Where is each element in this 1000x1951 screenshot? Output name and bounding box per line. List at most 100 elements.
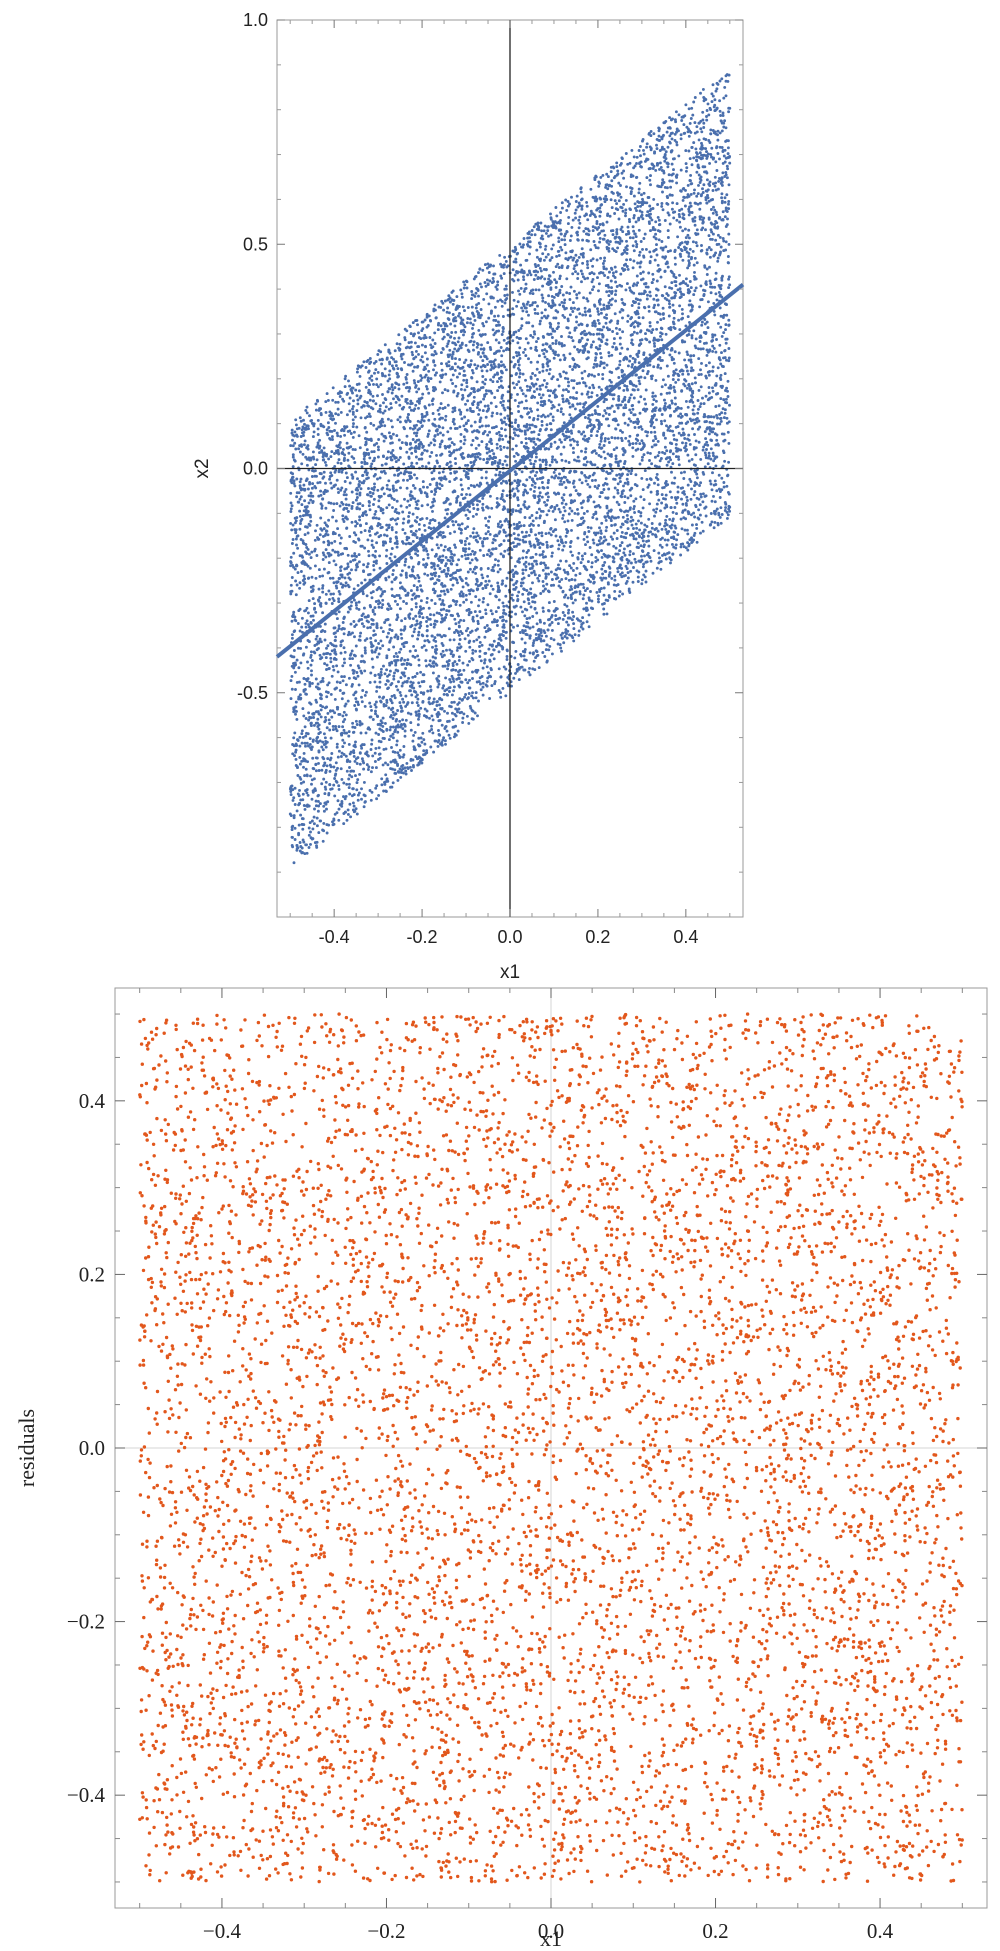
chart1-point: [692, 293, 696, 297]
chart1-point: [571, 425, 575, 429]
chart1-point: [721, 464, 725, 468]
chart1-point: [479, 355, 483, 359]
chart1-point: [591, 257, 595, 261]
chart1-point: [426, 503, 430, 507]
chart1-point: [687, 149, 691, 153]
chart1-point: [406, 416, 410, 419]
chart1-point: [551, 457, 554, 461]
chart1-point: [334, 412, 338, 416]
chart1-point: [522, 524, 526, 528]
chart1-point: [615, 403, 619, 407]
chart1-point: [720, 334, 724, 338]
chart1-point: [529, 587, 533, 591]
chart1-point: [663, 269, 667, 273]
chart1-point: [593, 374, 596, 378]
chart1-point: [401, 697, 405, 701]
chart1-point: [289, 521, 293, 525]
chart1-point: [544, 572, 548, 576]
chart1-point: [610, 190, 614, 194]
chart1-point: [710, 222, 714, 226]
chart1-point: [594, 215, 597, 219]
chart1-point: [532, 659, 536, 663]
chart1-point: [621, 230, 625, 234]
chart1-point: [469, 339, 473, 343]
chart1-point: [515, 383, 519, 386]
chart1-point: [467, 350, 471, 353]
chart1-point: [512, 431, 516, 435]
chart1-point: [707, 199, 711, 203]
chart1-point: [721, 111, 725, 115]
chart1-point: [546, 486, 550, 490]
chart1-point: [568, 331, 572, 335]
chart1-point: [726, 217, 729, 221]
chart1-point: [663, 285, 667, 289]
chart1-point: [331, 548, 335, 552]
chart1-point: [358, 762, 362, 766]
chart1-point: [603, 535, 606, 539]
chart1-point: [314, 710, 318, 714]
chart1-point: [302, 434, 305, 437]
chart1-point: [465, 381, 469, 385]
chart1-point: [632, 216, 636, 220]
chart1-point: [628, 286, 632, 290]
chart1-point: [317, 761, 320, 765]
chart1-point: [605, 612, 609, 616]
chart1-point: [648, 250, 652, 254]
chart1-point: [664, 527, 668, 531]
chart1-point: [514, 372, 518, 376]
chart1-point: [613, 578, 617, 582]
chart1-point: [394, 684, 398, 688]
chart1-point: [544, 648, 548, 652]
chart1-point: [512, 312, 516, 316]
chart1-point: [598, 344, 602, 348]
chart1-point: [301, 707, 305, 711]
chart1-point: [441, 470, 445, 474]
chart1-point: [624, 288, 628, 292]
chart1-point: [578, 572, 582, 576]
chart1-point: [407, 389, 411, 393]
chart1-point: [543, 447, 547, 451]
chart1-point: [446, 711, 449, 715]
chart1-point: [721, 210, 725, 214]
chart1-point: [498, 615, 502, 619]
chart1-point: [335, 502, 339, 506]
chart1-point: [417, 352, 420, 356]
chart1-point: [573, 598, 577, 602]
chart1-point: [722, 239, 726, 243]
chart1-point: [726, 430, 730, 434]
chart1-point: [440, 613, 444, 617]
chart1-point: [584, 447, 588, 451]
chart1-point: [399, 486, 402, 490]
chart1-point: [632, 507, 636, 511]
chart1-point: [491, 380, 495, 384]
chart1-point: [591, 264, 595, 268]
chart1-point: [344, 683, 348, 687]
chart1-point: [607, 249, 611, 253]
chart1-point: [325, 646, 328, 650]
chart1-point: [620, 571, 624, 575]
chart1-point: [310, 797, 314, 801]
chart1-point: [365, 430, 369, 434]
chart1-point: [464, 593, 468, 597]
chart1-point: [319, 708, 323, 712]
chart1-point: [683, 114, 687, 118]
chart1-point: [598, 442, 602, 446]
chart1-point: [559, 452, 563, 456]
chart1-point: [370, 462, 374, 466]
chart1-point: [531, 667, 535, 671]
chart1-point: [528, 666, 531, 670]
chart1-point: [699, 531, 702, 535]
chart1-point: [352, 422, 355, 426]
chart1-point: [664, 255, 668, 259]
chart1-point: [492, 639, 496, 643]
chart1-point: [290, 633, 294, 637]
chart1-point: [419, 378, 423, 382]
chart1-point: [580, 449, 583, 453]
chart1-point: [521, 592, 525, 596]
chart1-point: [462, 619, 466, 623]
chart1-point: [519, 414, 523, 418]
chart1-point: [717, 179, 721, 183]
chart1-point: [529, 360, 533, 364]
chart1-point: [343, 385, 347, 389]
chart1-point: [468, 561, 472, 565]
